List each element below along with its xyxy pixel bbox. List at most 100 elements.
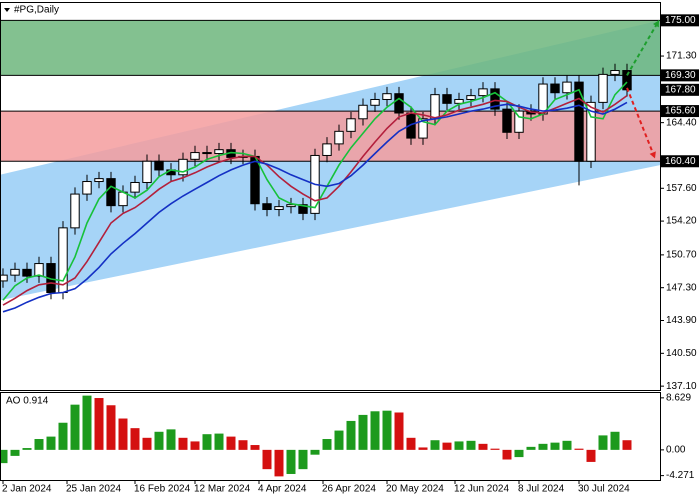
ao-bar: [70, 404, 80, 450]
ao-tick-label: 8.629: [666, 392, 691, 403]
candle-body: [418, 118, 428, 139]
x-tick-label: 20 May 2024: [386, 484, 444, 495]
ao-bar: [214, 433, 224, 450]
x-tick-label: 8 Jul 2024: [518, 484, 565, 495]
level-label-box: [661, 14, 699, 27]
candle-body: [106, 178, 116, 207]
ao-bar: [190, 441, 200, 450]
ao-bar: [154, 431, 164, 450]
candle-body: [178, 158, 188, 176]
ao-panel: [0, 395, 632, 477]
ao-bar: [286, 449, 296, 474]
level-label-box: [661, 105, 699, 118]
candle-body: [82, 181, 92, 195]
ao-bar: [130, 428, 140, 450]
candle-body: [382, 93, 392, 100]
candle-body: [370, 98, 380, 106]
ao-bar: [58, 422, 68, 450]
candle-body: [22, 268, 32, 277]
moving-average: [2, 81, 628, 301]
x-tick-label: 30 Jul 2024: [578, 484, 630, 495]
y-tick-label: 164.40: [666, 117, 697, 128]
ao-bar: [310, 449, 320, 455]
moving-average: [2, 94, 628, 306]
ao-bar: [322, 439, 332, 450]
candle-body: [262, 203, 272, 211]
ao-bar: [226, 436, 236, 450]
ao-bar: [94, 398, 104, 450]
candle-body: [274, 206, 284, 211]
candle-body: [346, 118, 356, 132]
x-tick-label: 16 Feb 2024: [134, 484, 191, 495]
ao-bar: [370, 411, 380, 450]
y-tick-label: 157.60: [666, 183, 697, 194]
ao-bar: [586, 449, 596, 462]
ao-bar: [574, 448, 584, 450]
ao-bar: [598, 435, 608, 450]
candle-body: [598, 73, 608, 103]
candle-body: [10, 268, 20, 276]
zone: [0, 20, 660, 76]
candle-body: [490, 88, 500, 110]
ao-bar: [250, 445, 260, 450]
ao-bar: [394, 412, 404, 450]
ao-bar: [442, 442, 452, 450]
ao-bar: [22, 448, 32, 450]
ao-bar: [178, 437, 188, 450]
ao-bar: [454, 441, 464, 450]
y-tick-label: 137.10: [666, 381, 697, 392]
candle-body: [154, 160, 164, 171]
x-tick-label: 25 Jan 2024: [66, 484, 121, 495]
candle-body: [454, 98, 464, 104]
candle-body: [550, 83, 560, 94]
candle-body: [574, 81, 584, 162]
ao-bar: [478, 443, 488, 450]
ao-bar: [490, 448, 500, 450]
ao-bar: [382, 410, 392, 450]
x-tick-label: 2 Jan 2024: [2, 484, 52, 495]
menu-triangle: [4, 8, 10, 12]
ao-bar: [166, 429, 176, 450]
x-tick-label: 12 Mar 2024: [194, 484, 251, 495]
level-label: 169.30: [665, 70, 696, 81]
y-tick-label: 140.50: [666, 348, 697, 359]
ao-bar: [10, 449, 20, 456]
ao-tick-label: -4.271: [666, 470, 695, 481]
y-tick-label: 154.20: [666, 216, 697, 227]
candle-body: [214, 149, 224, 155]
ao-bar: [466, 440, 476, 450]
candle-body: [562, 81, 572, 94]
candle-body: [190, 152, 200, 160]
arrow-head: [649, 151, 656, 159]
ao-bar: [622, 440, 632, 450]
candle-body: [286, 204, 296, 208]
x-tick-label: 26 Apr 2024: [322, 484, 376, 495]
ao-bar: [562, 440, 572, 450]
ao-frame: [0, 392, 661, 481]
y-tick-label: 150.70: [666, 250, 697, 261]
ao-bar: [430, 440, 440, 450]
candle-body: [430, 94, 440, 120]
axes: 171.30 164.40 157.60 154.20 150.70 147.30 143.…: [2, 14, 699, 495]
ao-bar: [610, 431, 620, 450]
candle-body: [130, 181, 140, 193]
candle-body: [466, 95, 476, 100]
candle-body: [334, 130, 344, 145]
level-label: 165.60: [665, 106, 696, 117]
ao-bar: [262, 449, 272, 470]
ao-bar: [238, 440, 248, 450]
chart-title: #PG,Daily: [14, 5, 59, 16]
candle-body: [442, 94, 452, 104]
ao-bar: [106, 405, 116, 450]
ao-bar: [514, 449, 524, 458]
ao-bar: [418, 447, 428, 450]
y-tick-label: 171.30: [666, 51, 697, 62]
candle-body: [514, 110, 524, 133]
ao-bar: [46, 436, 56, 450]
level-label-box: [661, 83, 699, 96]
ao-bar: [502, 449, 512, 460]
ao-bar: [142, 437, 152, 450]
level-label: 167.80: [665, 84, 696, 95]
candle-body: [358, 104, 368, 120]
